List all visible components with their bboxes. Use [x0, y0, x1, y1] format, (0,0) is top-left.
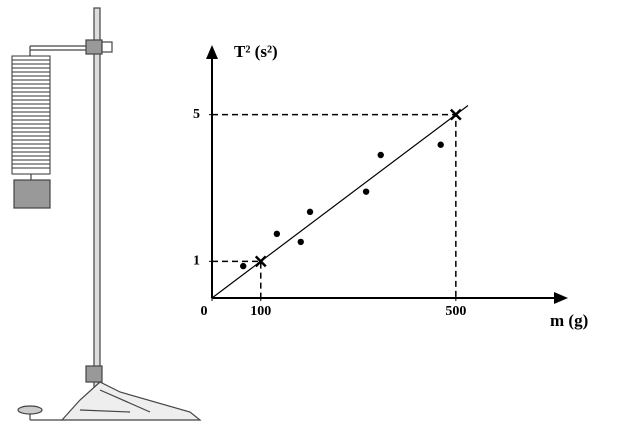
data-point	[307, 209, 313, 215]
spring	[12, 56, 50, 174]
x-axis-label: m (g)	[550, 311, 588, 330]
y-arrow	[206, 45, 218, 59]
x-tick-label: 100	[250, 304, 271, 319]
apparatus	[12, 8, 200, 420]
figure: T² (s²) m (g) 0 100 500 1 5	[0, 0, 623, 434]
y-axis-label: T² (s²)	[234, 42, 278, 61]
data-point	[274, 231, 280, 237]
data-point	[363, 188, 369, 194]
y-tick-label: 5	[193, 107, 200, 122]
x-arrow	[554, 292, 568, 304]
data-point	[378, 152, 384, 158]
x-tick-label: 0	[201, 304, 208, 319]
data-point	[298, 239, 304, 245]
fit-line	[212, 106, 468, 299]
x-tick-label: 500	[445, 304, 466, 319]
data-point	[240, 263, 246, 269]
y-tick-label: 1	[193, 254, 200, 269]
data-point	[438, 142, 444, 148]
